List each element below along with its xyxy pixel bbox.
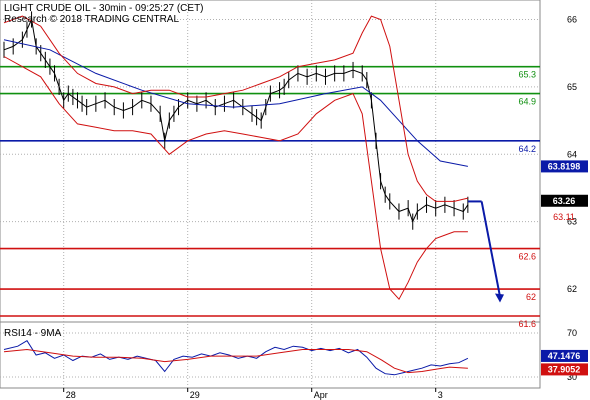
rsi-ma-value-badge: 37.9052: [548, 364, 581, 374]
rsi-tick-label: 30: [567, 372, 577, 382]
bollinger-band-line: [3, 56, 468, 301]
level-label: 65.3: [518, 70, 536, 80]
level-label: 62: [526, 292, 536, 302]
rsi-tick-label: 70: [567, 328, 577, 338]
forecast-arrow: [480, 201, 501, 297]
y-tick-label: 62: [567, 284, 577, 294]
level-label: 61.6: [518, 319, 536, 329]
lower-band-badge: 63.11: [553, 212, 575, 222]
x-tick-label: 3: [438, 390, 443, 400]
y-tick-label: 65: [567, 82, 577, 92]
rsi-ma-value-badge-bg: [541, 363, 588, 376]
rsi-value-badge-bg: [541, 349, 588, 362]
x-tick-label: 28: [66, 390, 76, 400]
rsi-title: RSI14 - 9MA: [4, 328, 62, 339]
rsi-value-badge: 47.1476: [548, 351, 581, 361]
level-label: 62.6: [518, 252, 536, 262]
price-line: [3, 17, 469, 224]
x-tick-label: Apr: [314, 390, 328, 400]
x-tick-label: 29: [190, 390, 200, 400]
last-price-badge-bg: [541, 194, 588, 207]
moving-average-line: [3, 39, 468, 167]
level-label: 64.9: [518, 97, 536, 107]
y-tick-label: 64: [567, 149, 577, 159]
level-label: 64.2: [518, 144, 536, 154]
rsi-ma-line: [3, 348, 468, 374]
y-tick-label: 66: [567, 14, 577, 24]
ma-value-badge-bg: [541, 160, 588, 173]
ma-value-badge: 63.8198: [548, 161, 581, 171]
forecast-arrowhead: [495, 293, 504, 303]
chart-title: LIGHT CRUDE OIL - 30min - 09:25:27 (CET): [4, 3, 204, 14]
rsi-panel: [0, 321, 541, 389]
y-tick-label: 63: [567, 217, 577, 227]
chart-subtitle: Research © 2018 TRADING CENTRAL: [4, 14, 179, 25]
bollinger-band-line: [3, 15, 469, 202]
last-price-badge: 63.26: [553, 196, 576, 206]
